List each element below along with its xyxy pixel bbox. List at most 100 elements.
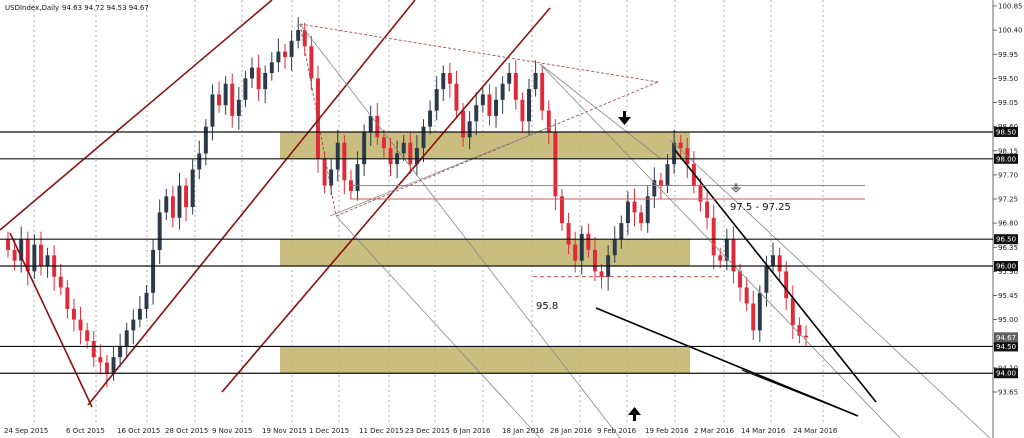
candle-body (217, 94, 222, 106)
x-tick-label: 23 Dec 2015 (405, 427, 450, 435)
candle-body (269, 62, 274, 74)
x-tick-label: 19 Feb 2016 (645, 427, 689, 435)
candle-body (639, 212, 644, 224)
triangle-upper-line (299, 23, 659, 83)
candle-body (414, 148, 419, 165)
candle-body (309, 46, 314, 79)
candle-body (401, 142, 406, 154)
candle (665, 153, 670, 194)
level-tag-label: 98.50 (996, 128, 1016, 136)
x-tick-label: 14 Mar 2016 (741, 427, 786, 435)
candle (217, 81, 222, 113)
candle-body (65, 287, 70, 309)
channel-line-upper (0, 0, 273, 231)
candle-body (467, 121, 472, 138)
candle-body (738, 271, 743, 288)
level-price-tag: 94.50 (994, 341, 1018, 352)
candle (381, 129, 386, 158)
candle (797, 317, 802, 344)
y-tick-label: 100.40 (998, 27, 1023, 35)
x-tick-label: 28 Oct 2015 (165, 427, 208, 435)
x-tick-label: 19 Nov 2015 (262, 427, 307, 435)
candle-body (784, 271, 789, 299)
candle (137, 296, 142, 328)
candle (560, 188, 564, 231)
candle (487, 84, 492, 126)
candle (283, 44, 287, 69)
candle-body (744, 287, 749, 304)
x-tick-label: 16 Oct 2015 (117, 427, 160, 435)
candle (731, 226, 736, 284)
candle (645, 186, 650, 233)
candle-body (283, 51, 287, 57)
candle-body (428, 110, 433, 127)
x-tick-label: 11 Dec 2015 (359, 427, 404, 435)
candle-body (652, 180, 657, 197)
x-tick-label: 18 Jan 2016 (502, 427, 545, 435)
candle-body (625, 201, 630, 224)
candle-body (645, 196, 650, 224)
candle-body (711, 217, 716, 256)
y-tick-label: 98.15 (998, 147, 1018, 155)
y-tick-label: 99.50 (998, 75, 1018, 83)
support-trend-line (595, 307, 859, 417)
small-down-arrow-icon (731, 183, 741, 193)
candle (269, 52, 274, 81)
candle-body (421, 126, 426, 149)
candle-body (718, 255, 723, 261)
triangle-left-line (299, 23, 337, 217)
candle-body (124, 330, 129, 347)
candle-body (170, 196, 175, 218)
candle-body (586, 233, 591, 250)
candle-body (362, 131, 367, 165)
candle-body (757, 292, 762, 331)
channel-line-lower (221, 7, 551, 393)
candle (804, 325, 808, 347)
candle (223, 76, 228, 115)
candle (744, 277, 749, 312)
y-tick-label: 95.45 (998, 292, 1018, 300)
y-tick-label: 99.05 (998, 99, 1018, 107)
candle-body (144, 292, 149, 309)
x-tick-label: 28 Jan 2016 (550, 427, 593, 435)
candle-body (342, 142, 347, 181)
candle-body (619, 223, 624, 240)
y-tick-label: 97.25 (998, 196, 1018, 204)
candle (678, 135, 683, 160)
candle-body (461, 110, 466, 138)
candle (599, 263, 604, 289)
candle-body (777, 255, 782, 272)
y-tick-label: 93.65 (998, 389, 1018, 397)
y-axis: 100.85100.4099.9599.5099.0598.6098.1597.… (992, 0, 1023, 438)
candle (698, 178, 703, 212)
candle-body (612, 239, 617, 256)
candle-body (276, 51, 281, 63)
candle (738, 263, 743, 302)
diagonal-grey-3 (539, 63, 901, 438)
candle (527, 78, 531, 136)
x-axis: 24 Sep 2015 6 Oct 2015 16 Oct 2015 28 Oct 2… (4, 427, 838, 435)
candle (296, 17, 301, 49)
diagonal-grey-4 (329, 124, 556, 217)
candle (474, 92, 479, 136)
triangle-lower-line (335, 81, 659, 217)
candle (111, 346, 116, 381)
candle-body (223, 83, 228, 106)
candle-body (91, 341, 96, 358)
candle (85, 322, 90, 349)
candle-body (724, 239, 729, 261)
candle-body (454, 83, 459, 111)
trend-lines (0, 0, 991, 438)
candle-body (546, 110, 551, 132)
candle-body (250, 67, 254, 79)
candle (586, 223, 591, 258)
candle (632, 188, 637, 227)
candle-body (480, 94, 485, 106)
y-tick-label: 96.80 (998, 220, 1018, 228)
candle (144, 285, 149, 319)
candle (639, 204, 644, 231)
candle-body (78, 319, 83, 331)
channel-stub-line (9, 232, 93, 408)
candle-body (296, 30, 301, 41)
